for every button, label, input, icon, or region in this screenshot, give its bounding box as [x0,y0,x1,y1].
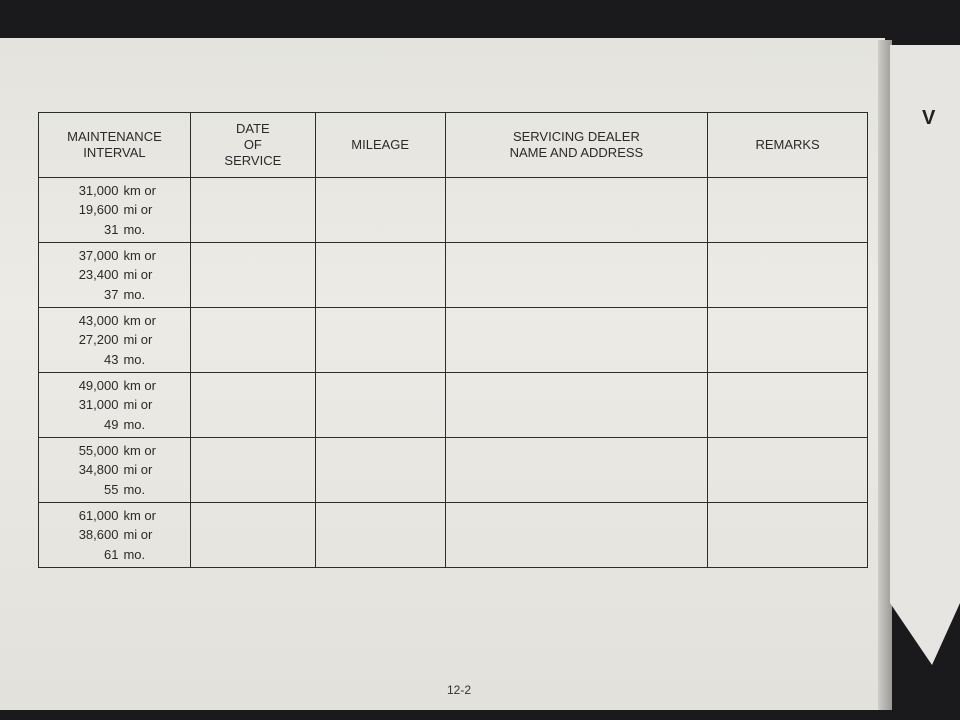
interval-cell: 55,000 km or 34,800 mi or 55 mo. [38,437,191,503]
mo-value: 55 [103,481,119,497]
mi-unit: mi or [123,527,153,543]
interval-cell: 61,000 km or 38,600 mi or 61 mo. [38,502,191,568]
mo-value: 43 [103,351,119,367]
mi-value: 23,400 [78,267,119,283]
km-value: 61,000 [78,507,119,523]
mi-unit: mi or [123,462,153,478]
mileage-cell[interactable] [314,177,446,243]
remarks-cell[interactable] [707,502,868,568]
mi-value: 19,600 [78,202,119,218]
mo-unit: mo. [123,416,146,432]
book-gutter [878,40,892,710]
date-of-service-cell[interactable] [189,307,316,373]
mo-unit: mo. [123,221,146,237]
km-value: 49,000 [78,377,119,393]
mi-value: 38,600 [78,527,119,543]
date-of-service-cell[interactable] [189,437,316,503]
date-of-service-cell[interactable] [189,372,316,438]
remarks-cell[interactable] [707,242,868,308]
table-row: 49,000 km or 31,000 mi or 49 mo. [38,372,868,438]
mi-value: 31,000 [78,397,119,413]
servicing-dealer-cell[interactable] [444,437,709,503]
header-servicing-dealer: SERVICING DEALER NAME AND ADDRESS [444,112,709,178]
km-unit: km or [123,182,156,198]
date-of-service-cell[interactable] [189,177,316,243]
right-page-edge: V [890,45,960,665]
mo-unit: mo. [123,546,146,562]
km-value: 43,000 [78,312,119,328]
km-unit: km or [123,312,156,328]
servicing-dealer-cell[interactable] [444,502,709,568]
mo-value: 49 [103,416,119,432]
table-header-row: MAINTENANCE INTERVAL DATE OF SERVICE MILEAG… [38,112,868,178]
remarks-cell[interactable] [707,372,868,438]
page-number: 12-2 [447,683,472,697]
table-row: 37,000 km or 23,400 mi or 37 mo. [38,242,868,308]
date-of-service-cell[interactable] [189,502,316,568]
right-page-letter: V [922,107,936,129]
interval-cell: 43,000 km or 27,200 mi or 43 mo. [38,307,191,373]
interval-cell: 31,000 km or 19,600 mi or 31 mo. [38,177,191,243]
maintenance-record-table: MAINTENANCE INTERVAL DATE OF SERVICE MILEAG… [38,112,868,568]
mi-unit: mi or [123,202,153,218]
mo-unit: mo. [123,286,146,302]
km-unit: km or [123,442,156,458]
mileage-cell[interactable] [314,242,446,308]
date-of-service-cell[interactable] [189,242,316,308]
mileage-cell[interactable] [314,372,446,438]
header-maintenance-interval: MAINTENANCE INTERVAL [38,112,191,178]
km-value: 31,000 [78,182,119,198]
mo-value: 61 [103,546,119,562]
mi-value: 34,800 [78,462,119,478]
servicing-dealer-cell[interactable] [444,242,709,308]
km-unit: km or [123,507,156,523]
mi-unit: mi or [123,332,153,348]
table-row: 55,000 km or 34,800 mi or 55 mo. [38,437,868,503]
mi-unit: mi or [123,267,153,283]
km-unit: km or [123,377,156,393]
table-row: 61,000 km or 38,600 mi or 61 mo. [38,502,868,568]
mo-unit: mo. [123,481,146,497]
mi-unit: mi or [123,397,153,413]
mileage-cell[interactable] [314,437,446,503]
interval-cell: 37,000 km or 23,400 mi or 37 mo. [38,242,191,308]
header-date-of-service: DATE OF SERVICE [189,112,316,178]
mo-value: 37 [103,286,119,302]
header-mileage: MILEAGE [314,112,446,178]
remarks-cell[interactable] [707,177,868,243]
mi-value: 27,200 [78,332,119,348]
remarks-cell[interactable] [707,307,868,373]
table-row: 43,000 km or 27,200 mi or 43 mo. [38,307,868,373]
servicing-dealer-cell[interactable] [444,177,709,243]
mo-value: 31 [103,221,119,237]
interval-cell: 49,000 km or 31,000 mi or 49 mo. [38,372,191,438]
table-row: 31,000 km or 19,600 mi or 31 mo. [38,177,868,243]
km-unit: km or [123,247,156,263]
servicing-dealer-cell[interactable] [444,307,709,373]
km-value: 55,000 [78,442,119,458]
remarks-cell[interactable] [707,437,868,503]
km-value: 37,000 [78,247,119,263]
header-remarks: REMARKS [707,112,868,178]
mo-unit: mo. [123,351,146,367]
servicing-dealer-cell[interactable] [444,372,709,438]
mileage-cell[interactable] [314,502,446,568]
mileage-cell[interactable] [314,307,446,373]
